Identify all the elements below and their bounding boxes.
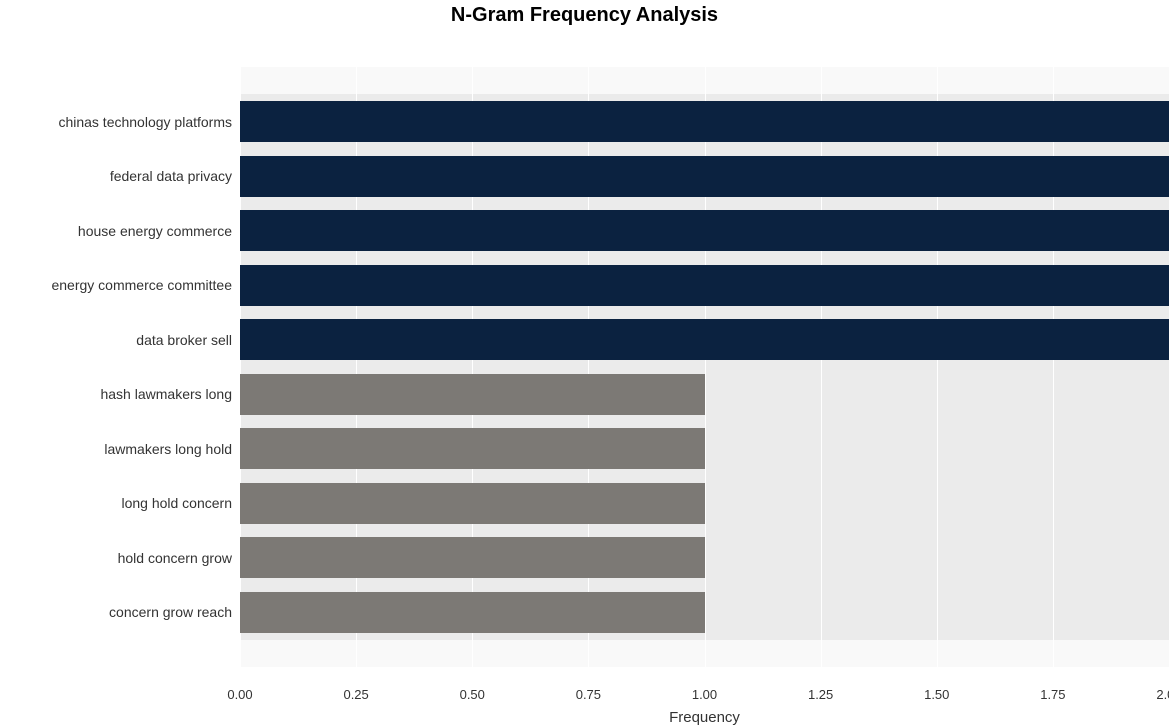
y-axis-label: hold concern grow [10,550,232,566]
bar [240,265,1169,306]
x-axis-tick: 0.50 [460,687,485,702]
y-axis-label: federal data privacy [10,168,232,184]
x-axis-tick: 2.00 [1156,687,1169,702]
bar [240,210,1169,251]
y-axis-label: long hold concern [10,495,232,511]
x-axis-tick: 1.00 [692,687,717,702]
y-axis-label: lawmakers long hold [10,441,232,457]
y-axis-label: house energy commerce [10,223,232,239]
chart-title: N-Gram Frequency Analysis [10,4,1159,27]
ngram-frequency-chart: N-Gram Frequency Analysis chinas technol… [0,0,1169,701]
y-axis-label: data broker sell [10,332,232,348]
bar [240,319,1169,360]
x-axis-tick: 1.75 [1040,687,1065,702]
bar [240,537,705,578]
bar [240,156,1169,197]
x-axis-ticks: 0.000.250.500.751.001.251.501.752.00 [240,687,1169,707]
bar [240,428,705,469]
bar [240,101,1169,142]
x-axis-tick: 0.75 [576,687,601,702]
y-axis-label: energy commerce committee [10,277,232,293]
bar [240,592,705,633]
y-axis-label: chinas technology platforms [10,114,232,130]
y-axis-label: concern grow reach [10,604,232,620]
x-axis-tick: 1.50 [924,687,949,702]
bar [240,483,705,524]
x-axis-title: Frequency [240,709,1169,726]
x-axis-tick: 1.25 [808,687,833,702]
x-axis-tick: 0.25 [343,687,368,702]
y-axis-label: hash lawmakers long [10,386,232,402]
x-axis-tick: 0.00 [227,687,252,702]
y-axis-labels: chinas technology platforms federal data … [10,67,232,667]
plot-area [240,67,1169,667]
bar [240,374,705,415]
